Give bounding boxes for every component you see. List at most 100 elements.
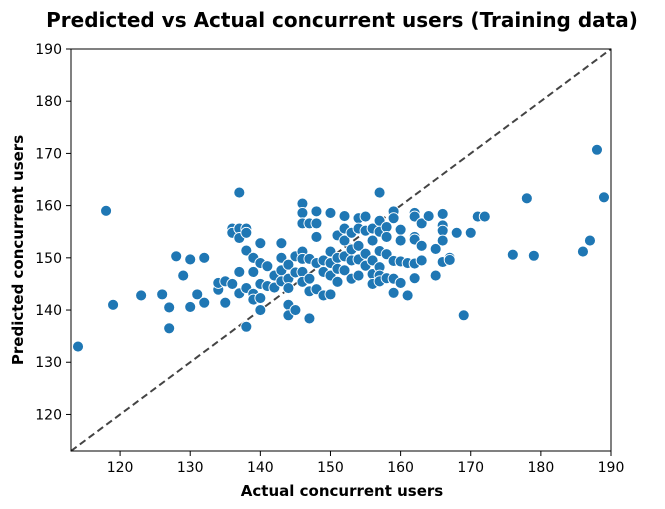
data-point [233,186,246,199]
y-tick-label: 160 [35,199,62,215]
data-point [352,239,365,252]
data-point [576,245,589,258]
data-point [331,275,344,288]
data-point [401,289,414,302]
x-tick-label: 180 [528,460,555,476]
data-point [520,192,533,205]
chart-title: Predicted vs Actual concurrent users (Tr… [46,8,638,32]
data-point [429,243,442,255]
data-point [591,143,603,156]
data-point [394,276,407,289]
data-point [254,304,267,316]
data-point [282,258,295,271]
plot-area: 120 130 140 150 160 170 180 190 120 130 140 150 160 1… [35,42,624,476]
data-point [240,244,253,257]
data-point [429,269,442,282]
data-point [310,217,323,230]
x-tick-label: 170 [457,460,484,476]
data-point [261,260,274,273]
y-tick-label: 150 [35,251,62,267]
data-point [380,230,393,243]
data-point [366,234,379,247]
data-point [219,296,232,309]
x-tick-label: 130 [177,460,204,476]
data-point [415,254,428,267]
data-point [233,265,246,278]
data-point [254,237,267,250]
data-point [598,191,610,204]
x-tick-label: 150 [317,460,344,476]
data-point [436,208,449,220]
y-tick-label: 190 [35,42,62,58]
data-point [156,288,169,301]
data-point [163,322,176,335]
x-tick-label: 140 [247,460,274,476]
data-point [282,282,295,295]
data-point [387,212,400,225]
data-point [527,249,540,262]
data-point [436,234,449,247]
y-tick-label: 140 [35,303,62,319]
data-point [184,253,197,266]
x-axis-label: Actual concurrent users [241,482,443,500]
data-point [310,230,323,243]
data-point [443,253,456,266]
data-point [240,320,253,333]
data-point [240,226,253,239]
data-point [226,277,239,290]
data-point [457,309,470,322]
data-point [394,223,407,236]
data-point [338,264,351,277]
data-point [72,340,84,353]
data-point [338,210,351,223]
y-tick-label: 180 [35,94,62,110]
data-point [324,288,337,301]
data-point [254,292,267,304]
y-tick-label: 170 [35,146,62,162]
data-point [436,224,449,237]
x-tick-label: 120 [107,460,134,476]
data-point [198,251,211,264]
data-point [415,239,428,252]
data-point [415,217,428,230]
data-point [387,286,400,299]
data-point [191,288,204,301]
data-point [247,265,260,278]
data-point [163,301,176,314]
data-point [184,300,197,313]
data-point [100,204,113,217]
data-point [394,234,407,247]
data-point [107,298,120,311]
data-point [170,250,183,263]
data-point [506,248,519,261]
data-point [310,205,323,218]
data-point [338,234,351,247]
data-point [450,226,463,239]
data-point [296,206,309,219]
data-point [135,289,148,302]
y-axis-label: Predicted concurrent users [9,135,27,365]
data-point [303,272,316,285]
data-point [359,210,372,223]
data-point [177,269,190,282]
y-tick-label: 120 [35,407,62,423]
data-point [289,304,302,316]
data-point [352,269,365,282]
data-point [198,296,211,309]
data-point [303,312,316,325]
x-tick-label: 160 [387,460,414,476]
data-point [373,186,386,199]
data-point [584,234,596,247]
x-tick-label: 190 [598,460,625,476]
data-point [422,210,435,223]
reference-line [70,48,612,452]
y-tick-label: 130 [35,355,62,371]
data-point [464,226,477,239]
data-point [408,272,421,285]
data-point [478,210,491,223]
data-point [324,206,337,219]
plot-frame [70,48,612,452]
data-point [275,237,288,250]
